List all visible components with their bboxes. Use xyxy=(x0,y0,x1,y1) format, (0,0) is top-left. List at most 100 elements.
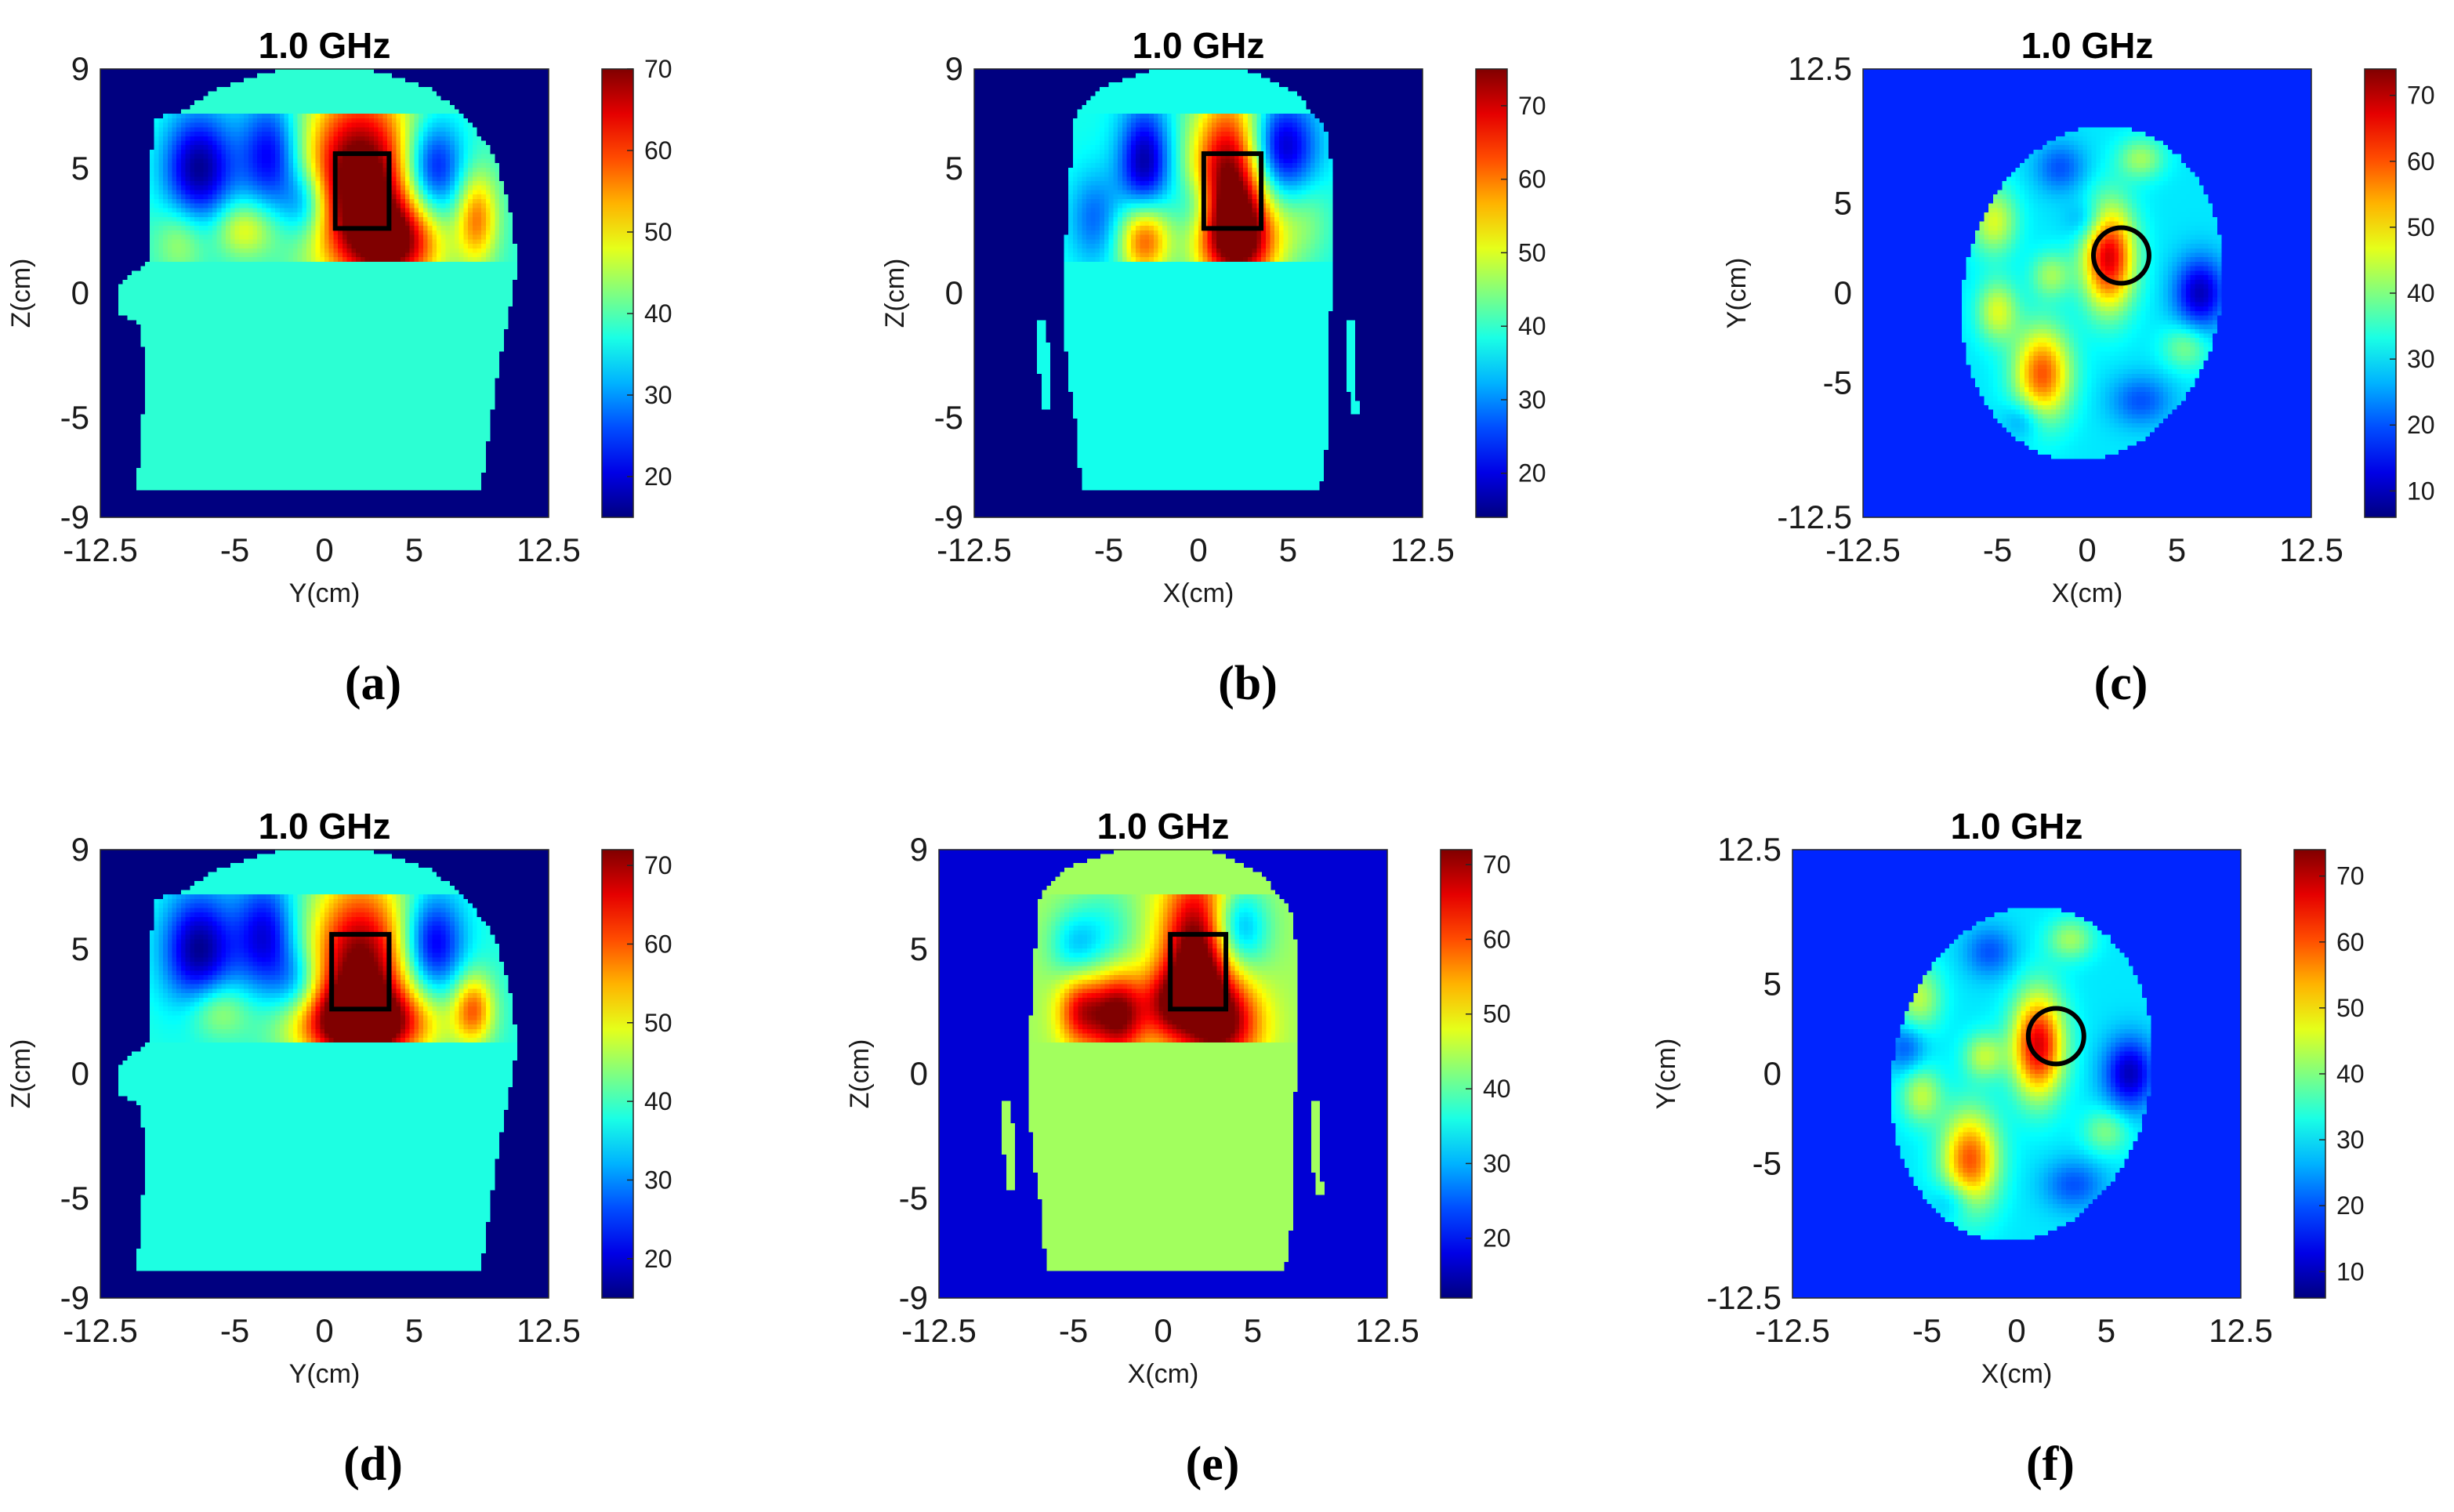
y-tick-label: -12.5 xyxy=(1777,499,1852,535)
x-tick-label: 12.5 xyxy=(1355,1312,1419,1349)
x-tick-label: 12.5 xyxy=(2279,531,2343,568)
colorbar-tick-label: 60 xyxy=(644,136,672,165)
colorbar-tick-label: 30 xyxy=(644,381,672,409)
panel-caption: (d) xyxy=(343,1438,403,1491)
y-axis-label: Z(cm) xyxy=(880,259,910,328)
panel-caption: (a) xyxy=(345,657,401,710)
colorbar xyxy=(1475,68,1508,518)
x-tick-label: 0 xyxy=(1154,1312,1172,1349)
x-tick-label: -5 xyxy=(1094,531,1123,568)
panel-caption: (b) xyxy=(1218,657,1278,710)
x-tick-label: 0 xyxy=(2078,531,2096,568)
panel-b: 1.0 GHz-12.5 -5 0 5 12.5950-5-9X(cm)Z(cm)203… xyxy=(880,25,1546,710)
x-tick-label: -5 xyxy=(220,531,249,568)
colorbar-tick-label: 20 xyxy=(1518,459,1546,488)
x-tick-label: -5 xyxy=(220,1312,249,1349)
colorbar-tick-label: 60 xyxy=(1518,165,1546,194)
colorbar-tick-label: 20 xyxy=(2407,411,2435,439)
colorbar-tick-label: 60 xyxy=(2407,147,2435,176)
plot-frame xyxy=(100,68,549,518)
x-tick-label: -5 xyxy=(1059,1312,1088,1349)
y-tick-label: 5 xyxy=(910,930,928,967)
x-tick-label: -12.5 xyxy=(1825,531,1901,568)
colorbar xyxy=(601,68,634,518)
colorbar-tick-label: 70 xyxy=(644,55,672,83)
heatmap-image xyxy=(1863,69,2311,517)
x-tick-label: 12.5 xyxy=(1390,531,1455,568)
x-tick-label: 5 xyxy=(2168,531,2186,568)
y-tick-label: -9 xyxy=(60,499,89,535)
y-tick-label: 5 xyxy=(71,930,89,967)
heatmap-image xyxy=(1792,850,2241,1298)
panel-title: 1.0 GHz xyxy=(1133,25,1265,66)
colorbar-tick-label: 70 xyxy=(644,851,672,879)
panel-title: 1.0 GHz xyxy=(2021,25,2154,66)
y-tick-label: -9 xyxy=(899,1279,928,1316)
colorbar-tick-label: 30 xyxy=(1518,386,1546,414)
colorbar-tick-label: 50 xyxy=(2407,213,2435,241)
colorbar-tick-label: 20 xyxy=(644,462,672,491)
x-axis-label: Y(cm) xyxy=(289,1359,361,1389)
y-tick-label: 9 xyxy=(71,831,89,868)
colorbar-tick-label: 40 xyxy=(2407,279,2435,307)
colorbar-tick-label: 30 xyxy=(1483,1149,1511,1177)
x-tick-label: 5 xyxy=(405,1312,423,1349)
colorbar-tick-label: 40 xyxy=(1518,312,1546,340)
panel-title: 1.0 GHz xyxy=(1951,806,2083,847)
y-tick-label: 5 xyxy=(71,150,89,187)
x-tick-label: -12.5 xyxy=(901,1312,977,1349)
target-box-marker xyxy=(329,932,392,1012)
x-axis-label: Y(cm) xyxy=(289,578,361,608)
x-tick-label: 5 xyxy=(2097,1312,2115,1349)
colorbar-tick-label: 40 xyxy=(1483,1075,1511,1103)
panel-a: 1.0 GHz-12.5 -5 0 5 12.5950-5-9Y(cm)Z(cm)203… xyxy=(6,25,672,710)
y-tick-label: 5 xyxy=(1763,966,1782,1003)
panel-c: 1.0 GHz-12.5 -5 0 5 12.512.550-5-12.5X(cm)Y(… xyxy=(1722,25,2435,710)
x-tick-label: 0 xyxy=(315,1312,333,1349)
plot-frame xyxy=(100,849,549,1299)
y-tick-label: -5 xyxy=(1753,1144,1782,1181)
colorbar-tick-label: 50 xyxy=(2336,994,2365,1022)
panel-caption: (e) xyxy=(1186,1438,1240,1491)
colorbar-tick-label: 50 xyxy=(644,1009,672,1037)
y-tick-label: 0 xyxy=(71,274,89,311)
y-tick-label: -5 xyxy=(1823,364,1852,401)
y-axis-label: Z(cm) xyxy=(6,259,36,328)
panel-caption: (f) xyxy=(2026,1438,2075,1491)
y-axis-label: Y(cm) xyxy=(1722,258,1752,329)
colorbar-tick-label: 40 xyxy=(644,1087,672,1115)
colorbar-tick-label: 70 xyxy=(2407,82,2435,110)
x-tick-label: 0 xyxy=(1189,531,1207,568)
panel-caption: (c) xyxy=(2094,657,2148,710)
x-tick-label: -12.5 xyxy=(63,1312,138,1349)
y-tick-label: 5 xyxy=(945,150,963,187)
heatmap-image xyxy=(939,850,1387,1298)
y-tick-label: -5 xyxy=(60,399,89,436)
y-tick-label: 9 xyxy=(945,50,963,87)
y-tick-label: -5 xyxy=(934,399,963,436)
x-axis-label: X(cm) xyxy=(2052,578,2123,608)
colorbar-tick-label: 20 xyxy=(2336,1191,2365,1220)
colorbar-tick-label: 10 xyxy=(2336,1257,2365,1285)
panel-title: 1.0 GHz xyxy=(259,806,391,847)
colorbar-tick-label: 60 xyxy=(644,930,672,958)
panel-title: 1.0 GHz xyxy=(259,25,391,66)
y-tick-label: 0 xyxy=(910,1055,928,1092)
y-tick-label: 9 xyxy=(910,831,928,868)
colorbar xyxy=(601,849,634,1299)
x-tick-label: -5 xyxy=(1912,1312,1941,1349)
heatmap-image xyxy=(974,69,1423,517)
panel-e: 1.0 GHz-12.5 -5 0 5 12.5950-5-9X(cm)Z(cm)203… xyxy=(845,806,1511,1491)
y-axis-label: Z(cm) xyxy=(6,1039,36,1109)
plot-frame xyxy=(973,68,1423,518)
colorbar-tick-label: 70 xyxy=(1518,92,1546,120)
x-tick-label: -12.5 xyxy=(63,531,138,568)
heatmap-image xyxy=(100,69,549,517)
x-tick-label: 12.5 xyxy=(517,1312,581,1349)
colorbar-tick-label: 60 xyxy=(1483,925,1511,953)
x-tick-label: 12.5 xyxy=(517,531,581,568)
x-tick-label: 5 xyxy=(1244,1312,1262,1349)
panel-title: 1.0 GHz xyxy=(1097,806,1230,847)
plot-frame xyxy=(938,849,1388,1299)
